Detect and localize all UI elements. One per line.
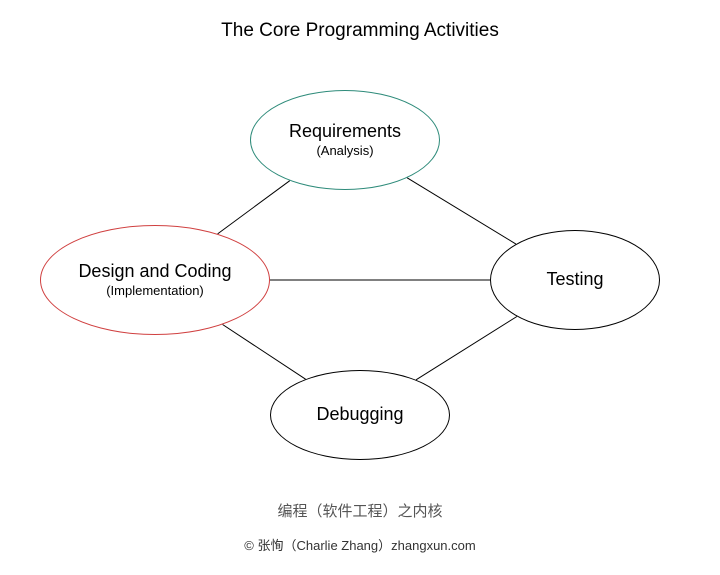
diagram-credit: © 张恂（Charlie Zhang）zhangxun.com: [0, 535, 720, 554]
edge-testing-debugging: [416, 316, 517, 379]
node-sublabel: (Implementation): [106, 283, 204, 299]
node-label: Testing: [546, 269, 603, 291]
node-label: Requirements: [289, 121, 401, 143]
edge-requirements-design: [218, 181, 290, 234]
diagram-title: The Core Programming Activities: [0, 20, 720, 42]
node-label: Design and Coding: [78, 261, 231, 283]
node-requirements: Requirements(Analysis): [250, 90, 440, 190]
diagram-caption: 编程（软件工程）之内核: [0, 500, 720, 521]
node-label: Debugging: [316, 404, 403, 426]
node-debugging: Debugging: [270, 370, 450, 460]
node-sublabel: (Analysis): [316, 143, 373, 159]
edge-requirements-testing: [407, 178, 516, 244]
edge-design-debugging: [223, 325, 306, 380]
node-design: Design and Coding(Implementation): [40, 225, 270, 335]
node-testing: Testing: [490, 230, 660, 330]
